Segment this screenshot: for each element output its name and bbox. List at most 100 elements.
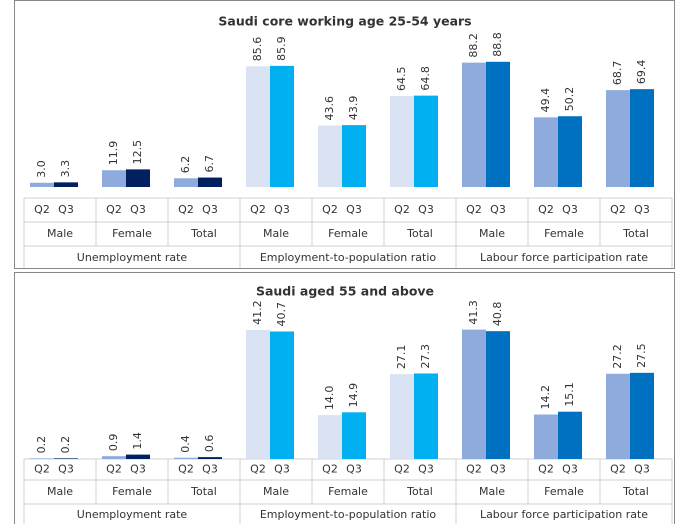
data-label: 12.5 [131,140,144,165]
data-label: 49.4 [539,88,552,113]
series-label: Q2 [394,203,410,216]
series-label: Q3 [346,203,362,216]
bar [318,415,342,459]
data-label: 14.9 [347,383,360,408]
series-label: Q3 [346,463,362,476]
category-label: Total [622,485,649,498]
series-label: Q2 [106,463,122,476]
data-label: 27.5 [635,343,648,368]
category-label: Female [544,227,584,240]
bar [126,454,150,459]
series-label: Q3 [562,203,578,216]
category-label: Male [47,485,73,498]
bar [462,329,486,459]
data-label: 1.4 [131,432,144,450]
series-label: Q2 [538,463,554,476]
data-label: 0.6 [203,435,216,453]
bar [630,372,654,459]
series-label: Q2 [34,463,50,476]
series-label: Q3 [634,203,650,216]
bar [54,458,78,459]
series-label: Q2 [610,463,626,476]
data-label: 40.8 [491,302,504,327]
series-label: Q2 [322,463,338,476]
bar [30,182,54,187]
data-label: 0.2 [59,436,72,454]
bar [198,177,222,187]
data-label: 43.6 [323,96,336,121]
data-label: 27.1 [395,345,408,370]
data-label: 41.3 [467,300,480,325]
bar [390,374,414,459]
bar [246,66,270,187]
series-label: Q2 [250,203,266,216]
chart-title: Saudi aged 55 and above [256,284,434,299]
series-label: Q2 [538,203,554,216]
data-label: 41.2 [251,300,264,325]
category-label: Total [190,485,217,498]
series-label: Q2 [610,203,626,216]
data-label: 43.9 [347,96,360,121]
data-label: 27.2 [611,344,624,369]
category-label: Male [479,485,505,498]
bar [30,458,54,459]
group-label: Labour force participation rate [480,251,648,264]
bar [174,178,198,187]
category-label: Total [406,227,433,240]
bar [462,62,486,187]
series-label: Q3 [202,203,218,216]
category-label: Total [622,227,649,240]
series-label: Q2 [466,203,482,216]
bar [534,117,558,187]
data-label: 11.9 [107,141,120,166]
data-label: 85.6 [251,37,264,62]
group-label: Unemployment rate [77,508,188,521]
bar [270,331,294,459]
series-label: Q3 [418,463,434,476]
bar [342,125,366,187]
category-label: Female [544,485,584,498]
bar [246,329,270,459]
series-label: Q2 [178,463,194,476]
category-label: Male [263,227,289,240]
category-label: Total [190,227,217,240]
bar [414,95,438,187]
panel-frame [14,272,675,524]
data-label: 68.7 [611,61,624,86]
series-label: Q3 [490,463,506,476]
bar [606,90,630,187]
bar [414,373,438,459]
bar [174,457,198,459]
series-label: Q2 [106,203,122,216]
data-label: 0.4 [179,435,192,453]
data-label: 85.9 [275,36,288,61]
category-label: Female [328,485,368,498]
series-label: Q3 [202,463,218,476]
bar [198,457,222,459]
data-label: 3.3 [59,160,72,178]
data-label: 3.0 [35,160,48,178]
data-label: 50.2 [563,87,576,112]
category-label: Male [47,227,73,240]
bar [558,411,582,459]
panel-frame [14,0,675,269]
data-label: 6.7 [203,155,216,173]
bar [54,182,78,187]
category-label: Total [406,485,433,498]
data-label: 40.7 [275,302,288,327]
bar [606,373,630,459]
bar [486,331,510,459]
chart-title: Saudi core working age 25-54 years [218,14,471,29]
series-label: Q2 [178,203,194,216]
bar [270,65,294,187]
series-label: Q3 [130,463,146,476]
group-label: Labour force participation rate [480,508,648,521]
data-label: 88.8 [491,32,504,57]
bar [318,125,342,187]
series-label: Q3 [274,203,290,216]
category-label: Female [112,485,152,498]
category-label: Male [263,485,289,498]
series-label: Q3 [130,203,146,216]
bar [534,414,558,459]
